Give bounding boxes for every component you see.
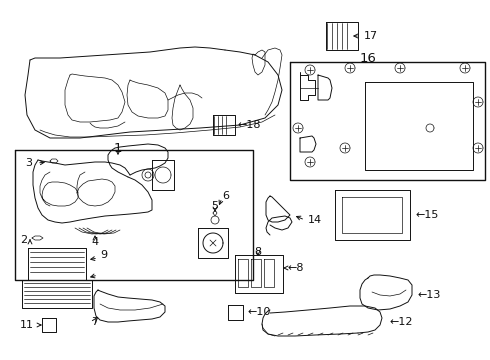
Text: 7: 7 [92,317,98,327]
Text: 3: 3 [25,158,32,168]
Text: 1: 1 [114,141,122,154]
Text: 8: 8 [254,247,262,257]
Text: ←8: ←8 [288,263,304,273]
Text: ←15: ←15 [415,210,439,220]
Text: 14: 14 [308,215,322,225]
Text: 17: 17 [364,31,378,41]
Text: ←10: ←10 [247,307,270,317]
Text: 11: 11 [20,320,34,330]
Text: ←18: ←18 [237,120,261,130]
Text: ←13: ←13 [418,290,441,300]
Text: 9: 9 [100,250,107,260]
Text: 6: 6 [222,191,229,201]
Text: 4: 4 [92,237,98,247]
Text: 16: 16 [360,51,377,64]
Text: 5: 5 [212,201,219,211]
Text: ←12: ←12 [390,317,414,327]
Text: 2: 2 [20,235,27,245]
